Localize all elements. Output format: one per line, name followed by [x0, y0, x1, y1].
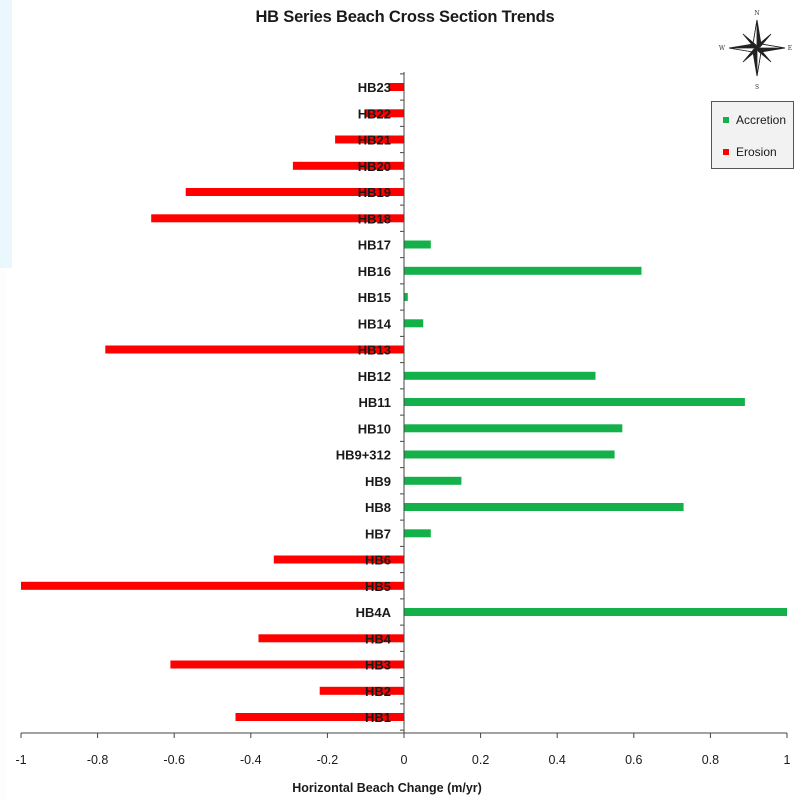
bar-hb19 [185, 188, 404, 196]
category-label-hb8: HB8 [365, 500, 391, 515]
bar-hb2 [319, 686, 404, 695]
left-edge-strip-lower [0, 268, 6, 801]
x-tick-label: -0.6 [163, 753, 185, 767]
category-label-hb9: HB9 [365, 474, 391, 489]
x-tick-label: -1 [15, 753, 26, 767]
bar-hb11 [404, 398, 745, 406]
bar-hb1 [235, 713, 404, 721]
x-tick-label: 0.8 [702, 753, 719, 767]
compass-n: N [754, 10, 759, 17]
x-tick-label: 1 [784, 753, 791, 767]
category-label-hb1: HB1 [365, 710, 391, 725]
category-label-hb21: HB21 [358, 133, 391, 148]
legend-swatch-erosion [723, 149, 729, 155]
x-tick-label: 0.4 [549, 753, 566, 767]
left-edge-strip [0, 0, 12, 268]
bar-hb10 [404, 424, 623, 433]
x-tick-label: -0.4 [240, 753, 262, 767]
category-label-hb3: HB3 [365, 658, 391, 673]
legend-label-erosion: Erosion [736, 145, 777, 159]
bar-hb12 [404, 371, 596, 380]
bar-hb3 [170, 660, 404, 669]
compass-w: W [719, 45, 726, 52]
bar-hb9-312 [404, 450, 615, 459]
x-tick-label: 0 [401, 753, 408, 767]
bar-hb16 [404, 266, 642, 275]
x-tick-label: 0.2 [472, 753, 489, 767]
x-axis-title: Horizontal Beach Change (m/yr) [292, 781, 482, 795]
category-label-hb9-312: HB9+312 [336, 448, 391, 463]
category-label-hb5: HB5 [365, 579, 391, 594]
category-label-hb23: HB23 [358, 80, 391, 95]
category-label-hb17: HB17 [358, 238, 391, 253]
category-label-hb2: HB2 [365, 684, 391, 699]
category-label-hb7: HB7 [365, 526, 391, 541]
bar-hb4a [404, 608, 787, 616]
bar-hb6 [273, 555, 404, 564]
category-label-hb16: HB16 [358, 264, 391, 279]
bar-hb20 [292, 161, 404, 170]
legend-label-accretion: Accretion [736, 113, 787, 127]
category-label-hb19: HB19 [358, 185, 391, 200]
category-label-hb22: HB22 [358, 106, 391, 121]
category-label-hb18: HB18 [358, 211, 391, 226]
x-tick-label: 0.6 [625, 753, 642, 767]
bar-hb8 [404, 503, 684, 511]
category-label-hb4: HB4 [365, 631, 392, 646]
legend-item-accretion: Accretion [723, 113, 786, 127]
category-label-hb4a: HB4A [356, 605, 392, 620]
category-label-hb6: HB6 [365, 553, 391, 568]
category-label-hb20: HB20 [358, 159, 391, 174]
category-label-hb11: HB11 [358, 395, 391, 410]
bar-hb15 [404, 293, 408, 301]
bar-hb13 [105, 345, 405, 354]
bar-hb22 [365, 109, 404, 118]
legend-swatch-accretion [723, 117, 729, 123]
bar-hb14 [404, 319, 424, 328]
bar-hb4 [258, 634, 404, 643]
x-tick-label: -0.8 [87, 753, 109, 767]
compass-s: S [755, 84, 759, 91]
category-label-hb14: HB14 [358, 316, 392, 331]
bar-hb21 [335, 135, 404, 144]
category-label-hb13: HB13 [358, 343, 391, 358]
chart-title: HB Series Beach Cross Section Trends [255, 8, 555, 26]
bar-hb7 [404, 529, 431, 538]
bar-hb23 [388, 83, 404, 91]
category-label-hb12: HB12 [358, 369, 391, 384]
compass-e: E [788, 45, 792, 52]
bar-hb17 [404, 240, 431, 249]
legend-item-erosion: Erosion [723, 145, 777, 159]
bar-hb5 [21, 581, 404, 590]
bar-hb9 [404, 476, 462, 485]
category-label-hb15: HB15 [358, 290, 391, 305]
bar-hb18 [151, 214, 404, 223]
chart-legend: Accretion Erosion [711, 101, 794, 169]
compass-rose-icon: N S E W [712, 4, 794, 92]
x-tick-label: -0.2 [317, 753, 339, 767]
category-label-hb10: HB10 [358, 421, 391, 436]
